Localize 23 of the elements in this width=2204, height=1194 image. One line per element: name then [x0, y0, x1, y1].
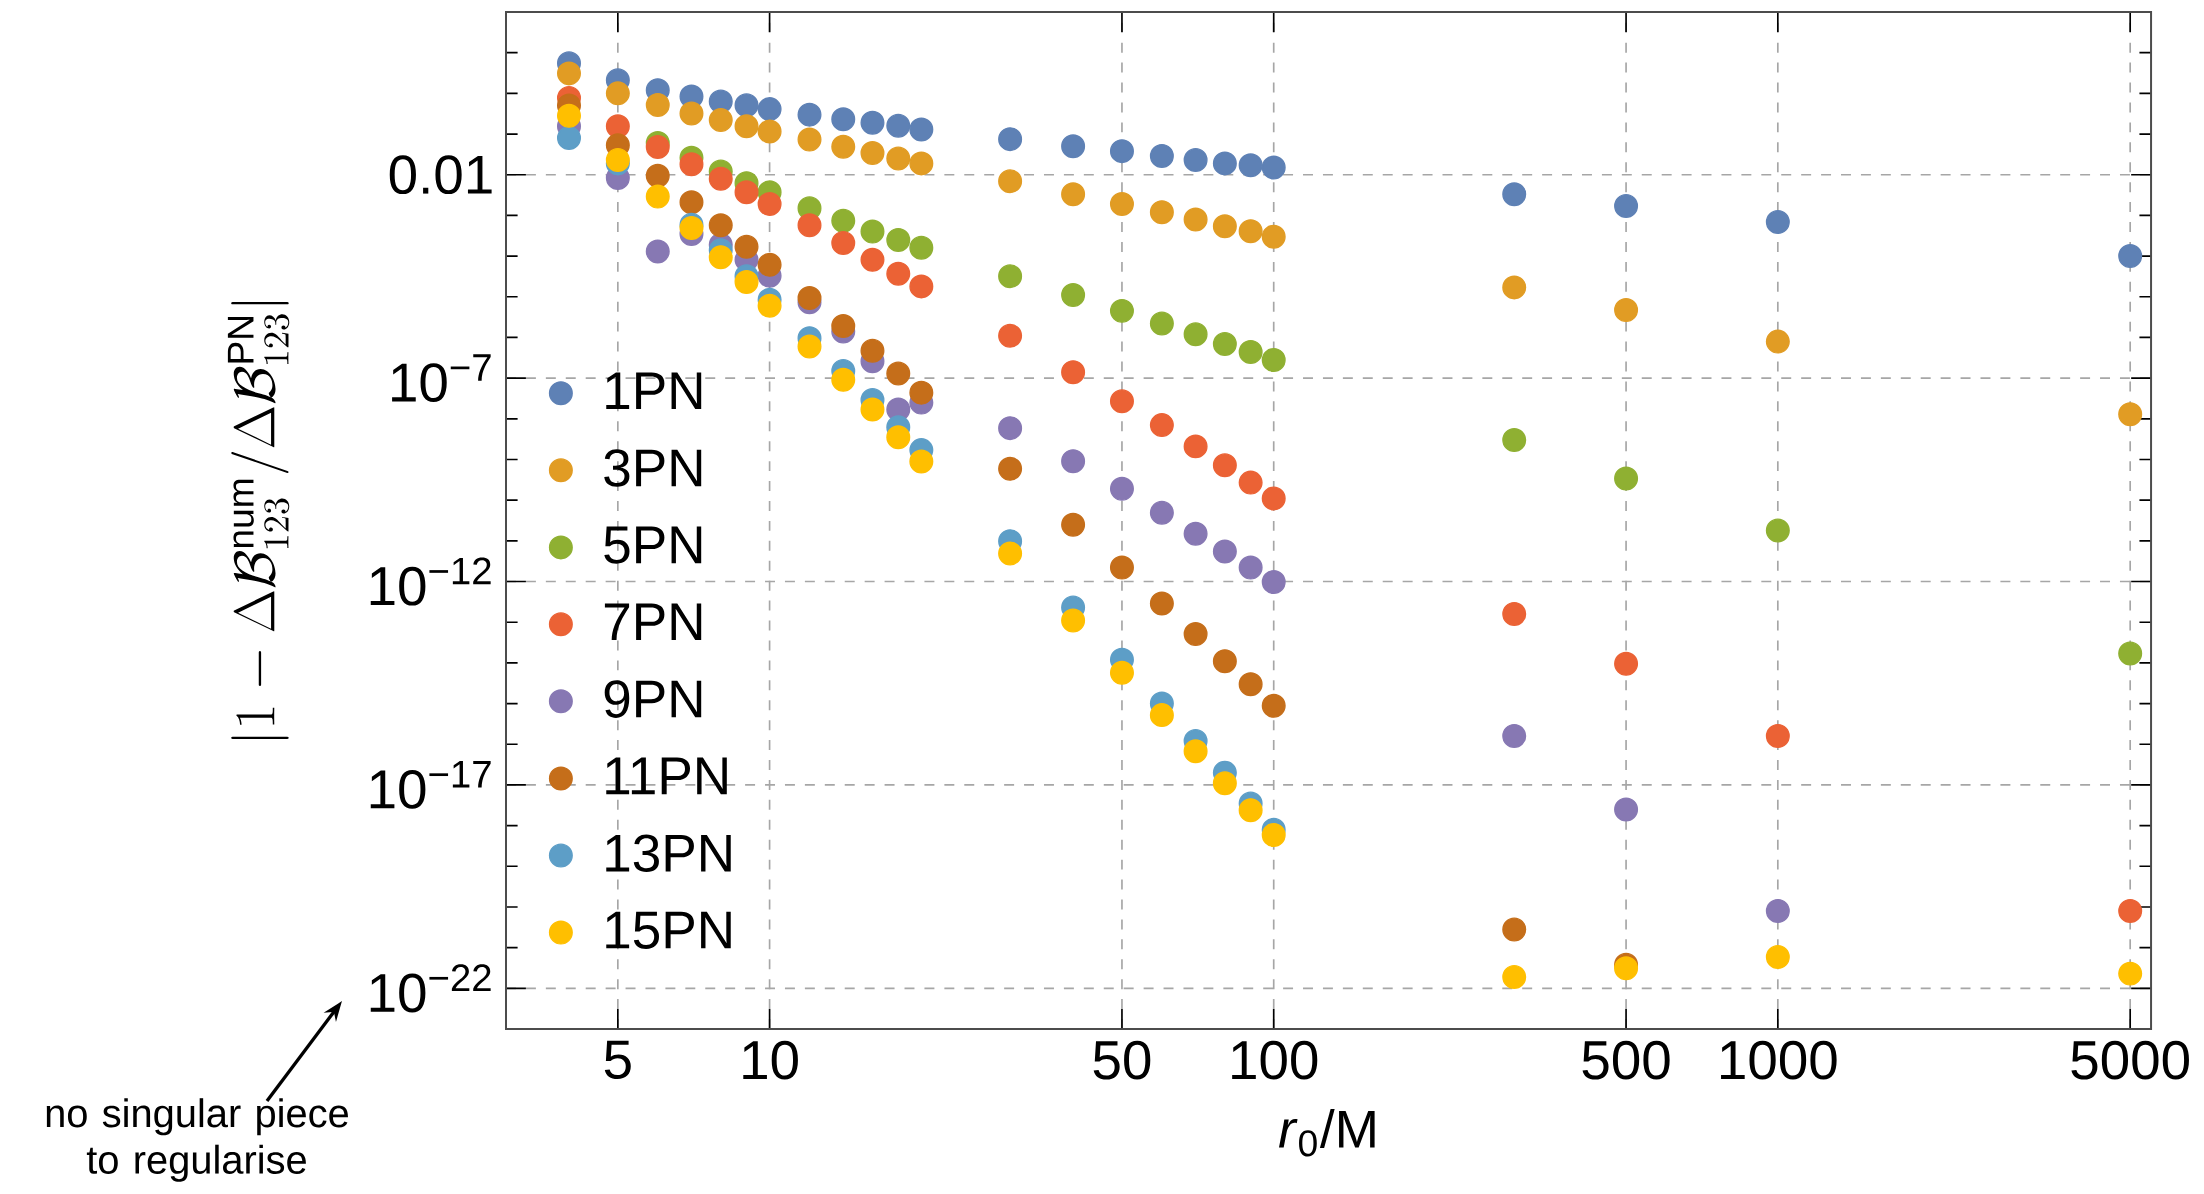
x-tick-label: 5 — [604, 1040, 631, 1079]
legend-label: 11PN — [606, 757, 727, 795]
y-axis-title: $|1-\Delta\mathcal{B}^{\mathrm{num}}_{123}/\Delta\mathcal{B}^{\mathrm{PN}}_{123}|$ — [227, 302, 290, 739]
legend-label: 13PN — [606, 834, 731, 873]
x-tick-label: 500 — [1582, 1040, 1670, 1080]
legend-label: 7PN — [604, 603, 702, 640]
legend-label: 15PN — [606, 911, 731, 949]
y-tick-label: 10$^{−12}$ — [370, 557, 491, 606]
y-tick-label: 10$^{−22}$ — [370, 964, 491, 1013]
y-tick-label: 10$^{−17}$ — [370, 761, 491, 809]
x-tick-label: 50 — [1093, 1040, 1151, 1080]
x-axis-title: r$_{0}$/M — [1278, 1109, 1375, 1157]
x-tick-label: 5000 — [2071, 1040, 2189, 1080]
legend-label: 1PN — [606, 372, 702, 409]
text: no singular piece to regularise — [46, 1098, 348, 1182]
y-tick-label: 10$^{−7}$ — [392, 354, 491, 402]
y-tick-label: 0.01 — [389, 155, 492, 195]
x-tick-label: 1000 — [1721, 1040, 1837, 1080]
legend-label: 9PN — [604, 680, 702, 718]
x-tick-label: 10 — [743, 1040, 798, 1080]
legend-label: 5PN — [604, 526, 702, 564]
legend-label: 3PN — [604, 449, 702, 487]
x-tick-label: 100 — [1232, 1040, 1318, 1080]
